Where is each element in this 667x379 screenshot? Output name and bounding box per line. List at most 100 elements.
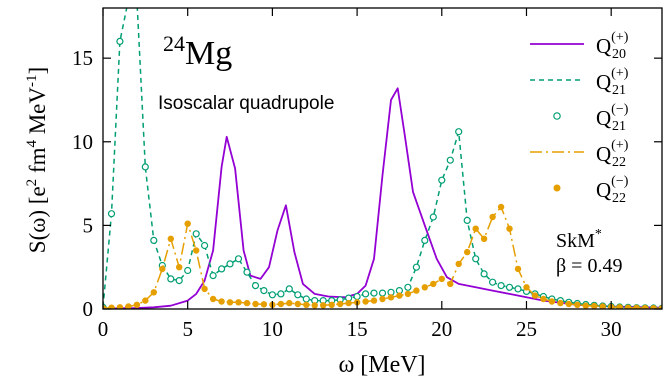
data-point-q22m — [201, 285, 208, 293]
legend-label-q21p: Q(+) 21 — [596, 66, 629, 98]
legend: Q(+) 20 Q(+) 21 Q(−) 21 Q(+) 22 Q(−) 22 — [530, 30, 629, 206]
data-point-q22m — [624, 304, 632, 309]
data-point-q22m — [226, 299, 234, 306]
x-tick-label: 0 — [98, 317, 109, 341]
legend-label-q21m: Q(−) 21 — [596, 102, 629, 134]
data-point-q21m — [125, 0, 131, 3]
legend-swatch-q22m — [553, 184, 561, 192]
data-point-q21m — [463, 216, 471, 224]
y-tick-label: 15 — [72, 46, 93, 70]
data-point-q21m — [209, 272, 217, 280]
data-point-q22m — [413, 287, 420, 294]
data-point-q22m — [421, 284, 428, 291]
data-point-q22m — [167, 235, 174, 242]
data-point-q22m — [294, 300, 301, 308]
data-point-q21m — [201, 241, 209, 250]
axis-layer: 0 5 10 15 20 25 30 0 5 10 15 — [72, 8, 662, 341]
data-point-q21m — [370, 289, 378, 297]
data-point-q22m — [345, 299, 352, 307]
data-point-q21m — [251, 282, 260, 290]
x-tick-label: 10 — [262, 317, 283, 341]
data-point-q21m — [134, 0, 140, 3]
data-point-q22m — [150, 289, 157, 296]
nucleus-label: 24Mg — [163, 31, 232, 72]
data-point-q22m — [142, 297, 149, 304]
data-point-q21m — [268, 291, 276, 299]
x-axis-label: ω [MeV] — [338, 352, 425, 378]
legend-swatch-q21m — [553, 112, 561, 120]
data-point-q22m — [125, 303, 132, 309]
data-point-q21m — [175, 277, 183, 285]
data-point-q22m — [396, 292, 403, 299]
data-point-q22m — [430, 280, 437, 288]
data-point-q21m — [141, 163, 149, 171]
data-point-q22m — [523, 284, 530, 291]
data-point-q22m — [303, 301, 310, 308]
data-point-q21m — [514, 285, 522, 293]
data-point-q22m — [540, 295, 547, 303]
data-point-q22m — [489, 213, 496, 221]
data-point-q22m — [362, 298, 369, 305]
data-point-q22m — [480, 235, 488, 242]
data-point-q21m — [412, 263, 420, 271]
data-point-q22m — [209, 295, 217, 303]
data-point-q21m — [107, 210, 116, 218]
data-point-q21m — [455, 128, 463, 136]
data-point-q22m — [472, 225, 479, 232]
data-point-q22m — [447, 280, 454, 288]
data-point-q22m — [438, 275, 445, 283]
data-point-q22m — [455, 260, 462, 268]
data-point-q21m — [505, 283, 514, 291]
data-point-q22m — [103, 305, 107, 309]
plot-frame — [102, 7, 663, 310]
data-point-q22m — [159, 265, 166, 273]
data-point-q22m — [599, 303, 606, 309]
data-point-q22m — [633, 304, 640, 309]
data-point-q22m — [548, 298, 556, 305]
y-axis-label: S(ω) [e2 fm4 MeV-1] — [24, 67, 50, 253]
data-point-q21m — [260, 287, 268, 295]
data-point-q22m — [328, 301, 335, 308]
data-point-q21m — [480, 270, 488, 278]
data-point-q22m — [591, 302, 598, 309]
data-point-q21m — [446, 156, 454, 164]
y-tick-label: 0 — [83, 297, 94, 321]
data-point-q22m — [557, 299, 564, 307]
data-point-q22m — [184, 220, 191, 227]
data-point-q21m — [438, 176, 446, 184]
data-point-q21m — [404, 283, 412, 291]
legend-label-q22p: Q(+) 22 — [596, 138, 629, 170]
legend-label-q20p: Q(+) 20 — [596, 30, 629, 62]
data-point-q22m — [193, 247, 200, 254]
data-point-q22m — [464, 248, 471, 256]
data-point-q22m — [641, 304, 649, 309]
data-point-q22m — [531, 292, 539, 299]
data-point-q22m — [243, 299, 251, 307]
data-point-q21m — [378, 289, 387, 297]
data-point-q21m — [192, 230, 200, 238]
data-point-q21m — [429, 213, 437, 221]
data-point-q22m — [404, 290, 412, 298]
data-point-q22m — [582, 302, 589, 309]
x-tick-label: 25 — [516, 317, 537, 341]
data-point-q21m — [150, 236, 158, 244]
data-point-q21m — [353, 292, 361, 301]
data-point-q22m — [574, 301, 581, 308]
data-point-q22m — [277, 300, 285, 308]
mode-label: Isoscalar quadrupole — [158, 93, 334, 114]
data-point-q21m — [302, 295, 310, 303]
y-tick-label: 10 — [72, 130, 93, 154]
data-point-q22m — [337, 300, 344, 308]
data-point-q22m — [514, 265, 522, 273]
data-point-q22m — [133, 301, 141, 308]
data-point-q22m — [387, 294, 395, 301]
data-point-q21m — [226, 260, 234, 268]
data-point-q22m — [176, 264, 183, 271]
data-point-q22m — [320, 302, 327, 309]
x-tick-label: 15 — [347, 317, 368, 341]
data-point-q21m — [294, 291, 302, 299]
data-point-q22m — [650, 305, 657, 309]
data-point-q22m — [286, 299, 293, 307]
force-label: SkM* — [556, 227, 602, 252]
